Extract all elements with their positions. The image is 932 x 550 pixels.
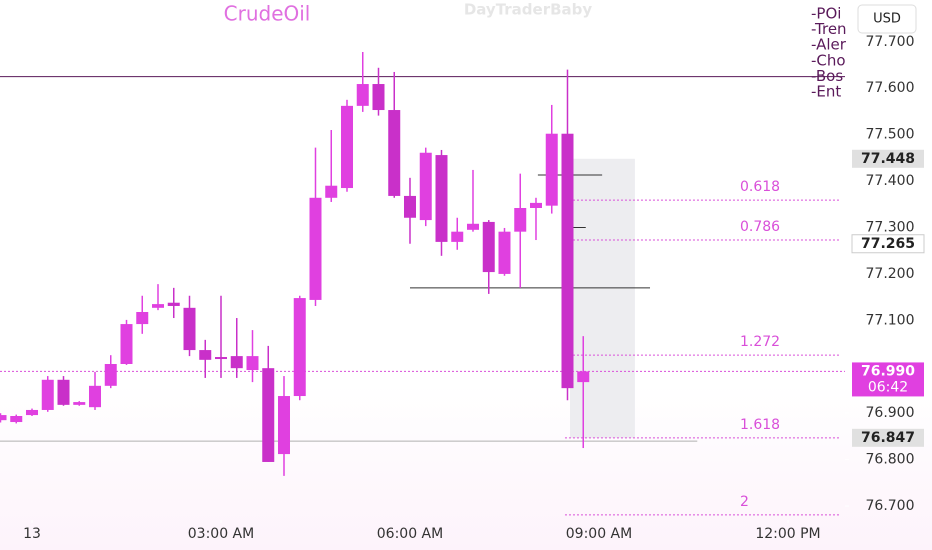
y-tick-label: 76.700 (866, 498, 915, 514)
candle-body (277, 396, 290, 455)
price-tag-label: 76.990 (861, 363, 915, 379)
x-tick-label: 09:00 AM (566, 526, 632, 542)
y-tick-label: 77.700 (866, 34, 915, 50)
indicator-label: -POi (811, 5, 841, 23)
candle-body (41, 379, 54, 410)
candle-body (403, 195, 416, 218)
candle-body (498, 231, 511, 274)
price-tag (852, 362, 924, 397)
indicator-label: -Aler (811, 36, 847, 54)
indicator-label: -Bos (811, 67, 843, 85)
x-tick-label: 12:00 PM (755, 526, 820, 542)
candle-body (26, 409, 39, 416)
candle-body (199, 350, 212, 360)
candle-body (293, 298, 306, 397)
chart-title: CrudeOil (224, 2, 311, 26)
candle-body (529, 202, 542, 208)
candle-body (246, 356, 259, 371)
watermark: DayTraderBaby (464, 1, 593, 19)
price-tag (852, 149, 924, 168)
y-tick-label: 77.400 (866, 173, 915, 189)
price-tag-time: 06:42 (868, 379, 908, 395)
candle-body (309, 197, 322, 300)
candle-body (419, 152, 432, 221)
candle-body (340, 105, 353, 189)
candle-body (57, 379, 70, 405)
fib-label: 0.618 (740, 179, 780, 195)
indicator-labels: -POi-Tren-Aler-Cho-Bos-Ent (811, 5, 847, 101)
zone (570, 158, 635, 438)
candle-body (325, 185, 338, 198)
candle-body (482, 221, 495, 273)
fib-label: 1.618 (740, 417, 780, 433)
candle-body (545, 133, 558, 206)
y-tick-label: 77.200 (866, 266, 915, 282)
indicator-label: -Tren (811, 20, 847, 38)
fib-label: 0.786 (740, 219, 780, 235)
candle-body (514, 208, 527, 232)
y-tick-label: 76.800 (866, 452, 915, 468)
candle-body (214, 357, 227, 360)
y-tick-label: 77.300 (866, 220, 915, 236)
x-tick-label: 06:00 AM (377, 526, 443, 542)
y-tick-label: 77.100 (866, 312, 915, 328)
price-tag (851, 234, 925, 254)
candle-body (89, 385, 102, 408)
price-tag-label: 76.847 (861, 430, 915, 446)
candle-body (73, 402, 86, 405)
y-tick-label: 77.500 (866, 127, 915, 143)
candle-body (167, 302, 180, 306)
candle-body (120, 324, 133, 364)
candle-body (451, 231, 464, 242)
candle-body (104, 364, 117, 386)
currency-label: USD (873, 12, 901, 27)
candle-body (230, 356, 243, 369)
x-tick-label: 03:00 AM (188, 526, 254, 542)
fib-label: 1.272 (740, 334, 780, 350)
candle-body (10, 416, 23, 423)
price-tag-label: 77.265 (861, 236, 915, 252)
indicator-label: -Ent (811, 83, 841, 101)
currency-button[interactable] (857, 4, 917, 34)
candle-body (356, 84, 369, 106)
candle-body (262, 368, 275, 462)
y-tick-label: 77.600 (866, 80, 915, 96)
candle-body (435, 155, 448, 242)
candle-body (466, 223, 479, 230)
candle-body (372, 84, 385, 111)
candle-body (577, 371, 590, 383)
x-tick-label: 13 (23, 526, 41, 542)
candle-body (0, 415, 7, 421)
candle-body (136, 312, 149, 325)
price-tag (852, 428, 924, 447)
y-tick-label: 76.900 (866, 405, 915, 421)
plot-area: 0.618 0.786 1.272 1.618 2 (0, 52, 845, 516)
fib-label: 2 (740, 494, 749, 510)
candle-body (152, 304, 165, 308)
candle-body (183, 307, 196, 351)
candle-body (561, 133, 574, 389)
candle-body (388, 110, 401, 196)
indicator-label: -Cho (811, 51, 846, 69)
price-tag-label: 77.448 (861, 151, 915, 167)
